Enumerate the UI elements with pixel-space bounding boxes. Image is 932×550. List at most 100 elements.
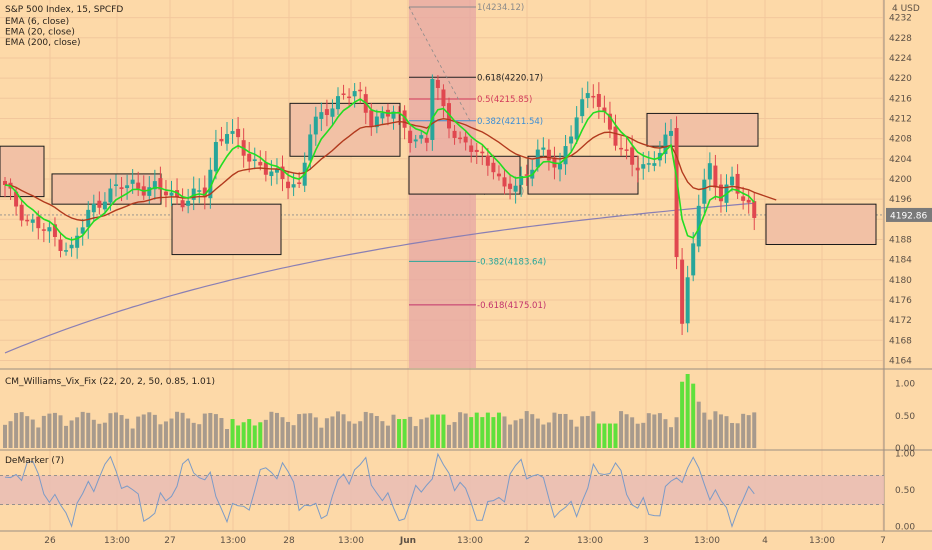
vix-fix-bar: [25, 416, 30, 448]
price-zone-box: [289, 102, 401, 157]
vix-fix-bar: [735, 423, 740, 448]
vix-fix-bar: [452, 422, 457, 448]
candle-body: [247, 153, 252, 162]
vix-fix-bar: [752, 412, 757, 448]
candle-body: [341, 93, 346, 95]
vix-fix-bar: [657, 413, 662, 448]
candle-body: [130, 179, 135, 184]
candle-body: [480, 151, 485, 154]
candle-body: [569, 136, 574, 144]
vix-fix-bars: [3, 374, 757, 448]
vix-fix-bar: [707, 419, 712, 448]
vix-fix-bar: [8, 421, 13, 448]
vix-fix-bar: [385, 425, 390, 448]
time-axis-tick: 13:00: [577, 536, 603, 546]
vix-fix-bar: [47, 413, 52, 448]
vix-fix-bar: [308, 413, 313, 448]
vix-fix-bar: [225, 429, 229, 448]
price-axis-tick: 4188: [889, 235, 912, 245]
vix-fix-bar: [691, 383, 696, 448]
candle-body: [546, 149, 551, 161]
vix-fix-bar: [91, 419, 96, 448]
vix-fix-bar: [652, 414, 657, 448]
candle-body: [202, 187, 207, 198]
candle-body: [680, 259, 685, 324]
candle-body: [336, 96, 340, 110]
vix-fix-bar: [718, 414, 723, 448]
candle-body: [663, 134, 668, 155]
candle-body: [707, 163, 712, 180]
vix-fix-bar: [380, 421, 385, 448]
vix-fix-bar: [286, 421, 291, 448]
price-axis-tick: 4196: [889, 195, 912, 205]
vix-axis-tick: 0.00: [895, 444, 915, 454]
candle-body: [313, 116, 318, 135]
ema-6-line: [4, 98, 755, 241]
vix-fix-bar: [552, 412, 557, 448]
vix-fix-bar: [313, 417, 318, 448]
price-zone-box: [408, 155, 521, 195]
candle-body: [36, 216, 41, 229]
candle-body: [119, 187, 124, 190]
last-price-tag: [886, 207, 932, 222]
price-zone-box: [765, 203, 877, 245]
candle-body: [752, 201, 757, 218]
vix-fix-bar: [574, 426, 579, 448]
candle-body: [197, 190, 202, 192]
vix-fix-bar: [14, 412, 19, 448]
candle-body: [163, 191, 168, 196]
candle-body: [347, 96, 352, 99]
time-axis-tick: 7: [880, 536, 886, 546]
vix-fix-bar: [141, 414, 146, 448]
vix-fix-bar: [175, 411, 180, 448]
vix-fix-bar: [230, 419, 235, 448]
fib-level-label: 0.5(4215.85): [477, 95, 532, 105]
time-axis-tick: 28: [283, 536, 295, 546]
candle-body: [696, 205, 701, 247]
vix-fix-bar: [496, 412, 501, 448]
candle-body: [413, 139, 418, 142]
price-axis-tick: 4180: [889, 276, 912, 286]
vix-fix-bar: [169, 418, 174, 448]
candle-body: [269, 171, 274, 177]
candle-body: [47, 227, 52, 232]
candle-body: [674, 128, 679, 258]
candle-body: [97, 200, 102, 208]
time-axis-tick: 13:00: [220, 536, 246, 546]
price-zone-box: [527, 155, 639, 195]
vix-fix-bar: [524, 411, 529, 448]
vix-fix-bar: [530, 414, 535, 448]
price-axis-tick: 4176: [889, 296, 912, 306]
candle-body: [502, 177, 507, 187]
candle-body: [230, 131, 235, 134]
candle-body: [718, 184, 723, 202]
candle-body: [58, 239, 63, 251]
demarker-axis-tick: 0.50: [895, 486, 915, 496]
vix-fix-bar: [513, 420, 518, 448]
candle-body: [380, 112, 385, 119]
vix-fix-bar: [391, 414, 396, 448]
vix-fix-bar: [669, 427, 673, 448]
vix-fix-bar: [441, 414, 446, 448]
candle-body: [613, 126, 618, 146]
candle-body: [491, 162, 496, 173]
time-axis-tick: 27: [164, 536, 175, 546]
candle-body: [391, 111, 396, 119]
time-axis-tick: 2: [524, 536, 530, 546]
vix-fix-bar: [69, 420, 74, 448]
candle-body: [607, 113, 612, 130]
vix-fix-bar: [147, 412, 152, 448]
vix-fix-bar: [430, 414, 435, 448]
candle-body: [319, 112, 324, 119]
time-axis-tick: 13:00: [457, 536, 483, 546]
vix-fix-bar: [58, 415, 63, 448]
vix-fix-bar: [463, 413, 468, 448]
candle-body: [225, 134, 229, 144]
candle-body: [524, 174, 529, 176]
indicator-legend-entry: EMA (200, close): [5, 38, 81, 48]
candle-body: [730, 176, 735, 186]
vix-fix-bar: [324, 418, 329, 448]
last-price-tag-text: 4192.86: [890, 211, 927, 221]
